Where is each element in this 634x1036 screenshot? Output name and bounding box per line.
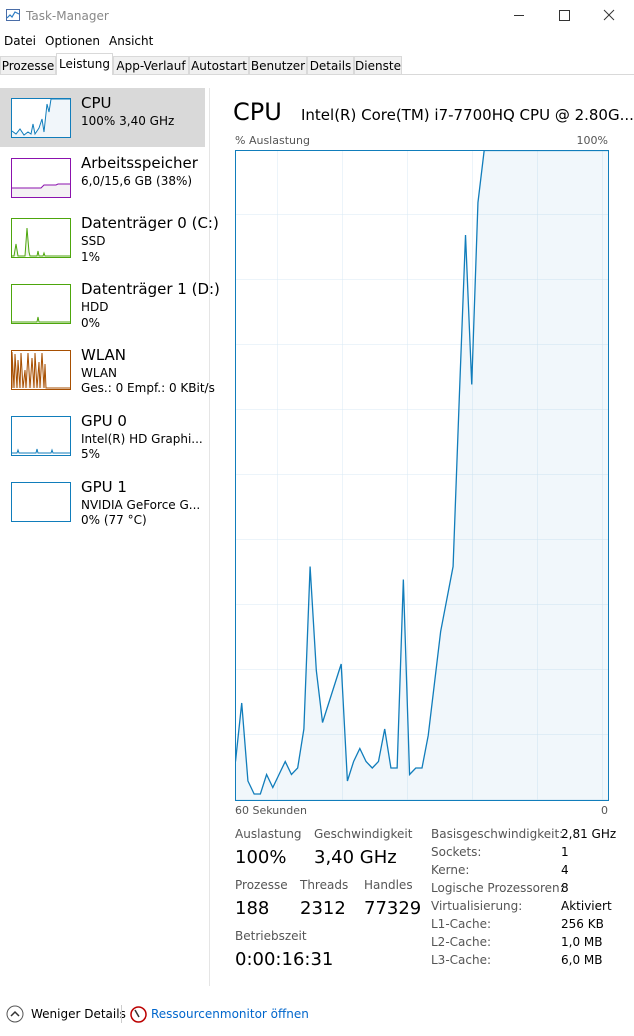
- device-detail: 5%: [81, 447, 101, 461]
- tab[interactable]: Details: [307, 56, 354, 74]
- collapse-icon[interactable]: [6, 1005, 24, 1023]
- tab[interactable]: Autostart: [189, 56, 249, 74]
- device-detail: 0%: [81, 316, 101, 330]
- property-value: 1: [561, 845, 569, 859]
- device-name[interactable]: Datenträger 0 (C:): [81, 214, 219, 232]
- stat-value: 3,40 GHz: [314, 847, 397, 868]
- cpu-area: [235, 150, 609, 801]
- stat-label: Auslastung: [235, 827, 302, 841]
- device-detail: NVIDIA GeForce G...: [81, 498, 201, 512]
- thumb-wlan[interactable]: [11, 350, 71, 390]
- stat-label: Threads: [300, 878, 349, 892]
- stat-value: 188: [235, 898, 270, 919]
- thumb-gpu0[interactable]: [11, 416, 71, 456]
- property-label: L2-Cache:: [431, 935, 492, 949]
- property-value: 6,0 MB: [561, 953, 603, 967]
- tab[interactable]: Dienste: [354, 56, 402, 74]
- device-name[interactable]: GPU 1: [81, 478, 127, 496]
- property-label: Basisgeschwindigkeit:: [431, 827, 564, 841]
- app-icon: [6, 9, 20, 21]
- window-controls[interactable]: [505, 0, 634, 30]
- device-name[interactable]: CPU: [81, 94, 112, 112]
- x-end-label: 0: [601, 804, 608, 817]
- device-detail: SSD: [81, 234, 106, 248]
- device-detail: WLAN: [81, 366, 118, 380]
- property-label: Virtualisierung:: [431, 899, 523, 913]
- stat-value: 100%: [235, 847, 287, 868]
- tab-active[interactable]: Leistung: [56, 53, 113, 75]
- cpu-chart: [235, 150, 609, 801]
- property-value: Aktiviert: [561, 899, 612, 913]
- footer-divider: [121, 1005, 122, 1023]
- device-detail: Intel(R) HD Graphi...: [81, 432, 203, 446]
- monitor-icon[interactable]: [130, 1006, 147, 1023]
- stat-label: Betriebszeit: [235, 929, 307, 943]
- cpu-model: Intel(R) Core(TM) i7-7700HQ CPU @ 2.80G.…: [301, 106, 634, 124]
- plot-border: [235, 150, 609, 801]
- property-value: 1,0 MB: [561, 935, 603, 949]
- panel-title: CPU: [233, 98, 282, 126]
- tab[interactable]: Benutzer: [249, 56, 307, 74]
- thumb-disk0[interactable]: [11, 218, 71, 258]
- property-value: 8: [561, 881, 569, 895]
- window-title: Task-Manager: [26, 9, 109, 23]
- y-axis-label: % Auslastung: [235, 134, 310, 147]
- menu-item[interactable]: Ansicht: [109, 34, 154, 48]
- tab[interactable]: App-Verlauf: [113, 56, 189, 74]
- stat-label: Prozesse: [235, 878, 288, 892]
- device-detail: Ges.: 0 Empf.: 0 KBit/s: [81, 381, 215, 395]
- menu-item[interactable]: Datei: [4, 34, 37, 48]
- device-detail: 100% 3,40 GHz: [81, 114, 175, 128]
- property-label: L1-Cache:: [431, 917, 492, 931]
- stat-value: 0:00:16:31: [235, 949, 334, 970]
- less-details[interactable]: Weniger Details: [31, 1007, 126, 1021]
- property-label: L3-Cache:: [431, 953, 492, 967]
- property-label: Kerne:: [431, 863, 470, 877]
- stat-label: Geschwindigkeit: [314, 827, 413, 841]
- thumb-disk1[interactable]: [11, 284, 71, 324]
- stat-value: 2312: [300, 898, 346, 919]
- device-detail: HDD: [81, 300, 109, 314]
- property-value: 2,81 GHz: [561, 827, 617, 841]
- tab[interactable]: Prozesse: [0, 56, 56, 74]
- y-max-label: 100%: [576, 134, 608, 147]
- device-detail: 0% (77 °C): [81, 513, 147, 527]
- thumb-gpu1[interactable]: [11, 482, 71, 522]
- menu-item[interactable]: Optionen: [45, 34, 101, 48]
- stat-value: 77329: [364, 898, 422, 919]
- device-name[interactable]: Datenträger 1 (D:): [81, 280, 220, 298]
- device-name[interactable]: WLAN: [81, 346, 127, 364]
- thumb-cpu[interactable]: [11, 98, 71, 138]
- x-start-label: 60 Sekunden: [235, 804, 307, 817]
- sidebar-divider: [209, 88, 210, 986]
- device-detail: 6,0/15,6 GB (38%): [81, 174, 193, 188]
- resource-monitor-link[interactable]: Ressourcenmonitor öffnen: [151, 1007, 309, 1021]
- device-name[interactable]: Arbeitsspeicher: [81, 154, 198, 172]
- tab-border: [0, 74, 634, 75]
- property-value: 4: [561, 863, 569, 877]
- device-name[interactable]: GPU 0: [81, 412, 127, 430]
- stat-label: Handles: [364, 878, 413, 892]
- property-label: Logische Prozessoren:: [431, 881, 564, 895]
- property-label: Sockets:: [431, 845, 482, 859]
- thumb-memory[interactable]: [11, 158, 71, 198]
- grid: [235, 150, 609, 801]
- device-detail: 1%: [81, 250, 101, 264]
- property-value: 256 KB: [561, 917, 604, 931]
